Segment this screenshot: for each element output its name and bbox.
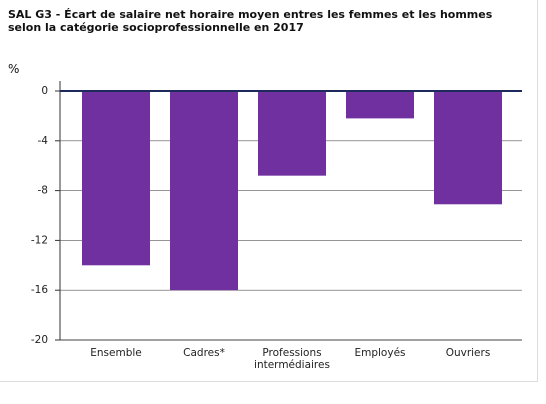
y-tick-label: -8 bbox=[38, 185, 48, 197]
x-tick-label: Employés bbox=[354, 347, 406, 359]
chart-title: SAL G3 - Écart de salaire net horaire mo… bbox=[8, 8, 493, 34]
bar bbox=[258, 91, 326, 176]
bar bbox=[170, 91, 238, 291]
bar bbox=[82, 91, 150, 266]
y-tick-label: -20 bbox=[31, 334, 48, 346]
frame bbox=[0, 0, 538, 382]
x-tick-label: Ensemble bbox=[90, 347, 142, 359]
bar bbox=[346, 91, 414, 119]
y-tick-label: -16 bbox=[31, 284, 48, 296]
y-axis-label: % bbox=[8, 62, 20, 76]
x-tick-label: Ouvriers bbox=[445, 347, 491, 359]
x-tick-label: Professions intermédiaires bbox=[254, 347, 330, 371]
y-tick-label: -4 bbox=[38, 135, 49, 147]
y-tick-label: 0 bbox=[41, 85, 48, 97]
y-tick-label: -12 bbox=[31, 234, 48, 246]
x-tick-label: Cadres* bbox=[183, 347, 225, 359]
bar bbox=[434, 91, 502, 205]
